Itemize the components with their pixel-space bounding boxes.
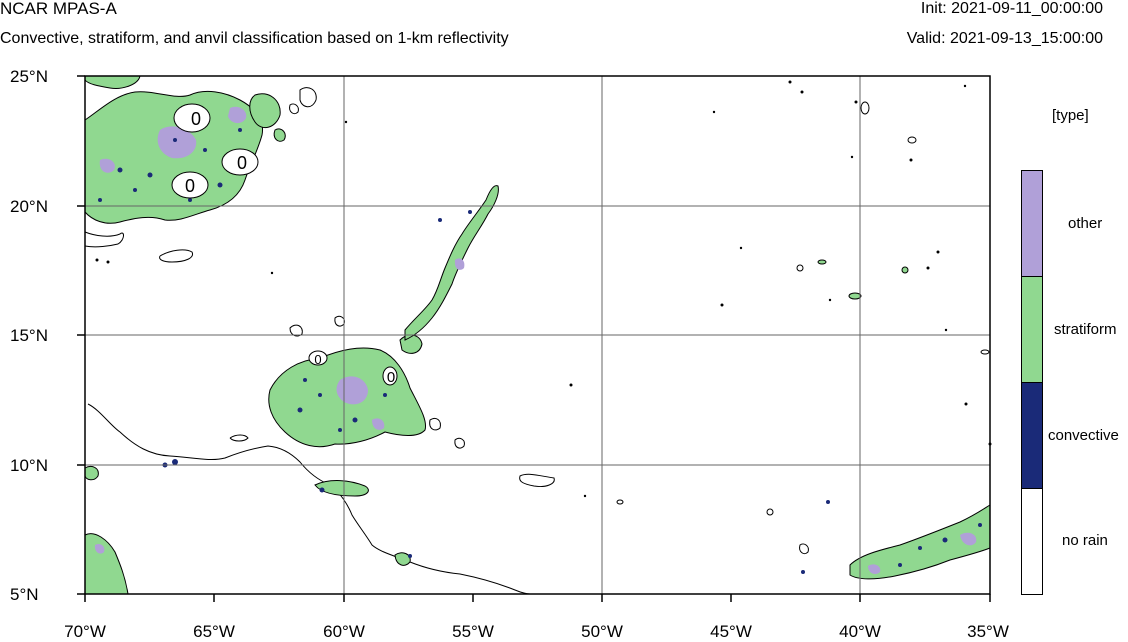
contour-label: 0 (387, 369, 395, 386)
legend-label-other: other (1068, 215, 1103, 232)
scattered-cells-east (616, 101, 990, 516)
contour-label: 0 (185, 176, 195, 196)
contour-zero-ovals-northwest (171, 103, 259, 199)
legend-swatch-other (1021, 170, 1043, 277)
lat-label: 15°N (10, 326, 48, 345)
lon-label: 55°W (452, 622, 494, 641)
lat-label: 10°N (10, 456, 48, 475)
lat-label: 20°N (10, 197, 48, 216)
lon-label: 50°W (581, 622, 623, 641)
precip-cluster-northwest-cells (98, 128, 242, 202)
axis-ticks (77, 75, 991, 602)
lon-label: 70°W (64, 622, 106, 641)
lon-label: 45°W (710, 622, 752, 641)
precip-cluster-southwest (84, 465, 129, 595)
lon-label: 65°W (193, 622, 235, 641)
contour-label: 0 (314, 352, 321, 367)
contour-label: 0 (237, 153, 247, 173)
legend-swatch-no-rain (1021, 488, 1043, 595)
lat-label: 5°N (10, 585, 39, 604)
lon-label: 40°W (839, 622, 881, 641)
valid-time: Valid: 2021-09-13_15:00:00 (906, 30, 1103, 47)
legend-label-stratiform: stratiform (1054, 321, 1117, 338)
lat-label: 25°N (10, 67, 48, 86)
legend-label-no-rain: no rain (1062, 532, 1108, 549)
lon-label: 35°W (967, 622, 1009, 641)
contour-labels: 0 0 0 0 0 (185, 109, 395, 386)
scattered-dots (95, 80, 992, 498)
precip-cluster-central-cells (162, 210, 472, 558)
precip-band-northeast (404, 185, 499, 341)
contour-label: 0 (191, 109, 201, 129)
precip-cluster-southeast-cells (801, 500, 982, 574)
legend-label-convective: convective (1048, 427, 1119, 444)
legend-swatch-stratiform (1021, 276, 1043, 383)
precip-cluster-northwest (84, 75, 317, 224)
lon-label: 60°W (323, 622, 365, 641)
contour-zero-ovals-central (308, 350, 398, 386)
map-subtitle: Convective, stratiform, and anvil classi… (0, 30, 509, 47)
map-title: NCAR MPAS-A (0, 0, 117, 18)
graticule (85, 76, 990, 594)
init-time: Init: 2021-09-11_00:00:00 (920, 0, 1103, 17)
legend-title: [type] (1052, 107, 1089, 124)
precip-cluster-southeast (799, 504, 991, 580)
legend-swatch-convective (1021, 382, 1043, 489)
